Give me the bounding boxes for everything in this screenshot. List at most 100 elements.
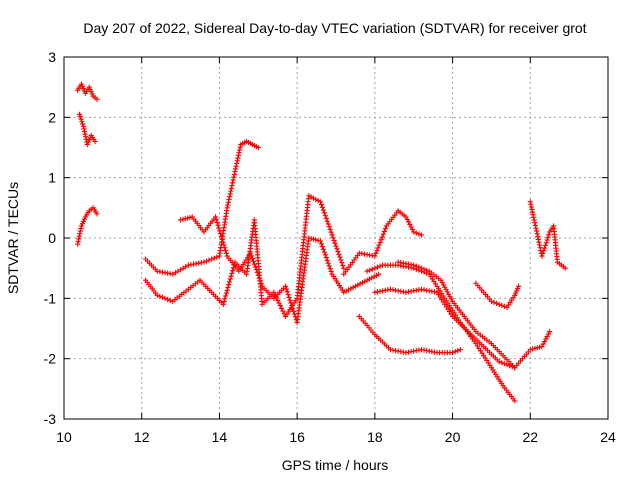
data-point xyxy=(504,362,510,368)
data-point xyxy=(212,214,219,220)
data-point xyxy=(253,267,259,273)
data-point xyxy=(226,282,232,288)
data-point xyxy=(77,228,83,234)
data-point xyxy=(227,276,233,282)
x-tick-label: 18 xyxy=(367,429,383,445)
data-point xyxy=(494,300,500,306)
data-point xyxy=(247,250,254,256)
data-point xyxy=(282,283,289,289)
data-point xyxy=(532,222,538,229)
data-point xyxy=(284,289,290,295)
data-point xyxy=(234,160,240,167)
data-point xyxy=(184,215,191,221)
data-point xyxy=(499,360,505,366)
data-point xyxy=(201,259,207,265)
data-point xyxy=(76,236,82,242)
data-point xyxy=(418,265,425,271)
data-point xyxy=(327,266,333,272)
data-point xyxy=(81,126,87,132)
data-point xyxy=(527,199,533,205)
data-point xyxy=(80,121,86,127)
data-point xyxy=(532,345,538,352)
data-point xyxy=(537,344,543,350)
series-track-B xyxy=(143,193,347,320)
y-tick-label: -1 xyxy=(44,290,57,306)
data-point xyxy=(220,239,226,245)
data-point xyxy=(491,299,497,305)
data-point xyxy=(256,275,262,281)
data-point xyxy=(237,147,243,153)
data-point xyxy=(213,217,219,223)
data-point xyxy=(449,350,456,356)
x-tick-label: 22 xyxy=(522,429,538,445)
data-point xyxy=(322,252,328,258)
data-point xyxy=(546,232,552,238)
data-point xyxy=(180,216,186,222)
data-point xyxy=(455,348,461,354)
data-point xyxy=(545,234,551,240)
x-tick-label: 10 xyxy=(56,429,72,445)
data-point xyxy=(452,349,458,355)
data-point xyxy=(320,207,326,213)
data-point xyxy=(252,264,258,270)
data-point xyxy=(237,144,243,150)
series-track-A xyxy=(143,138,261,277)
data-point xyxy=(235,152,242,158)
data-point xyxy=(182,216,188,222)
data-point xyxy=(328,229,334,235)
data-point xyxy=(271,289,277,295)
data-point xyxy=(320,246,326,252)
series-early-low xyxy=(75,205,100,247)
data-point xyxy=(255,144,261,151)
data-point xyxy=(211,255,217,261)
data-point xyxy=(231,171,237,178)
data-point xyxy=(251,261,257,267)
data-point xyxy=(337,254,343,260)
data-point xyxy=(286,294,292,301)
data-point xyxy=(222,247,229,254)
y-tick-label: 0 xyxy=(48,230,56,246)
data-point xyxy=(223,250,229,256)
data-point xyxy=(224,205,230,211)
data-point xyxy=(230,177,236,183)
data-point xyxy=(530,212,536,218)
data-point xyxy=(509,364,515,370)
data-point xyxy=(528,201,534,207)
data-point xyxy=(334,246,340,252)
x-tick-label: 12 xyxy=(134,429,150,445)
data-point xyxy=(372,265,378,271)
data-point xyxy=(541,245,548,251)
data-point xyxy=(532,220,538,226)
data-point xyxy=(488,298,495,304)
data-point xyxy=(339,260,345,266)
data-point xyxy=(328,268,334,275)
data-point xyxy=(329,232,335,238)
plot-frame xyxy=(63,56,609,420)
y-tick-label: -3 xyxy=(44,411,57,427)
data-point xyxy=(325,260,331,266)
data-point xyxy=(279,305,285,311)
data-point xyxy=(218,233,224,240)
data-point xyxy=(411,229,417,235)
y-tick-label: 1 xyxy=(48,170,56,186)
data-point xyxy=(214,254,220,260)
data-point xyxy=(411,262,417,268)
data-point xyxy=(536,239,542,245)
data-point xyxy=(380,231,386,237)
data-point xyxy=(83,134,89,140)
data-point xyxy=(225,199,231,205)
data-point xyxy=(306,235,312,241)
data-point xyxy=(501,361,507,367)
data-point xyxy=(340,262,346,269)
data-point xyxy=(78,225,84,232)
data-point xyxy=(562,265,568,271)
data-point xyxy=(230,267,236,274)
series-track-F xyxy=(372,286,553,371)
data-point xyxy=(319,204,325,210)
data-point xyxy=(226,279,233,285)
data-point xyxy=(528,204,534,210)
data-point xyxy=(220,301,226,307)
data-point xyxy=(335,248,341,255)
data-point xyxy=(529,209,536,215)
